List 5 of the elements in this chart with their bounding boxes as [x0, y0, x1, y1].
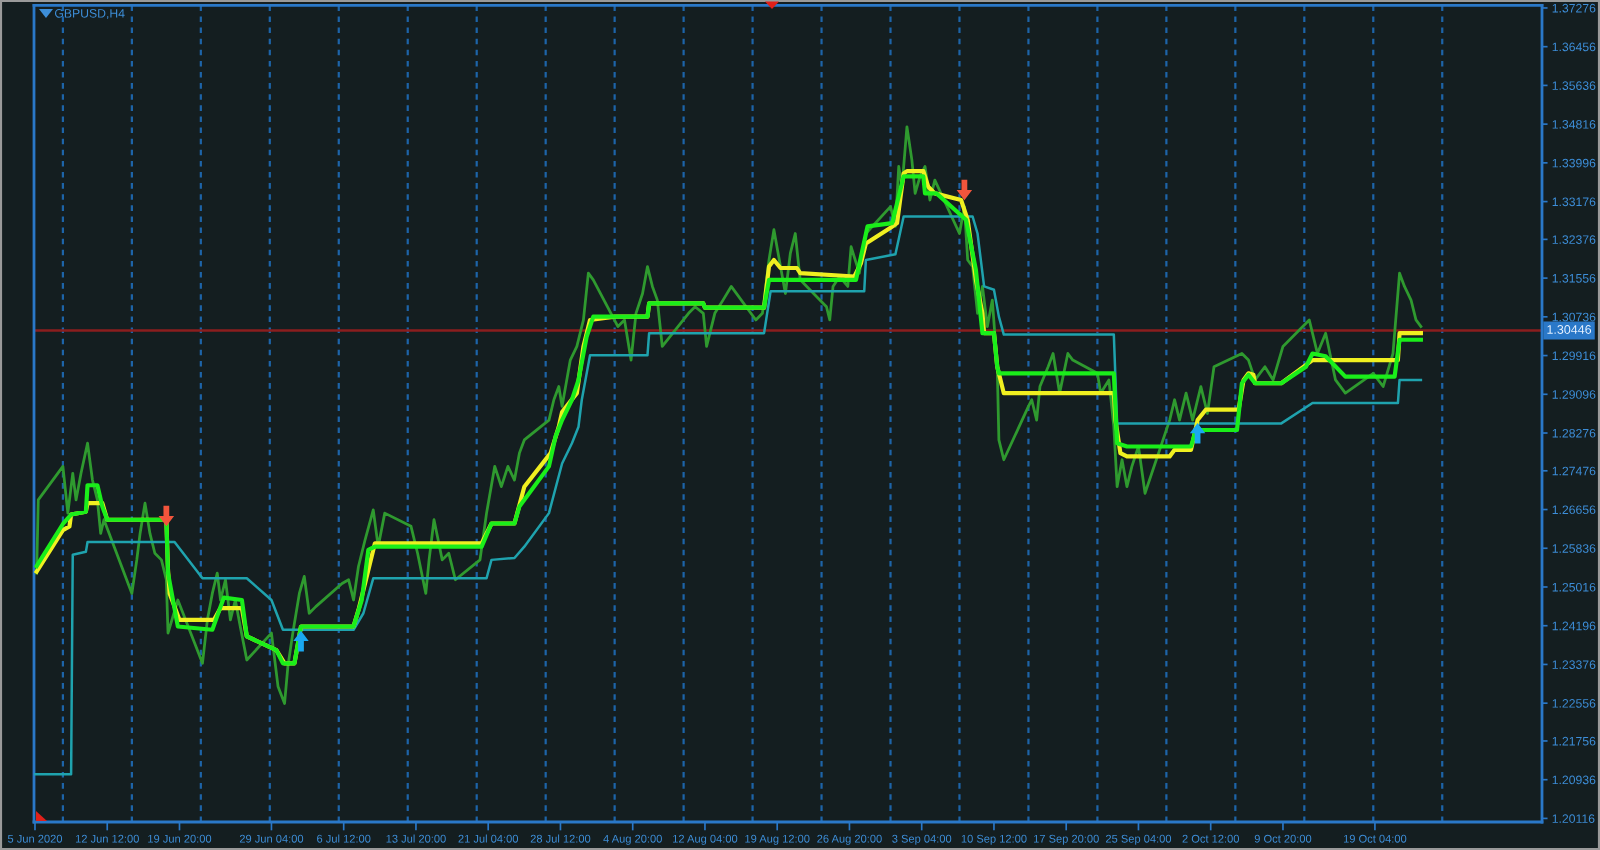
line-series [34, 215, 1423, 776]
point [158, 505, 175, 527]
point [956, 179, 973, 201]
point [293, 630, 309, 652]
point [1189, 423, 1206, 444]
